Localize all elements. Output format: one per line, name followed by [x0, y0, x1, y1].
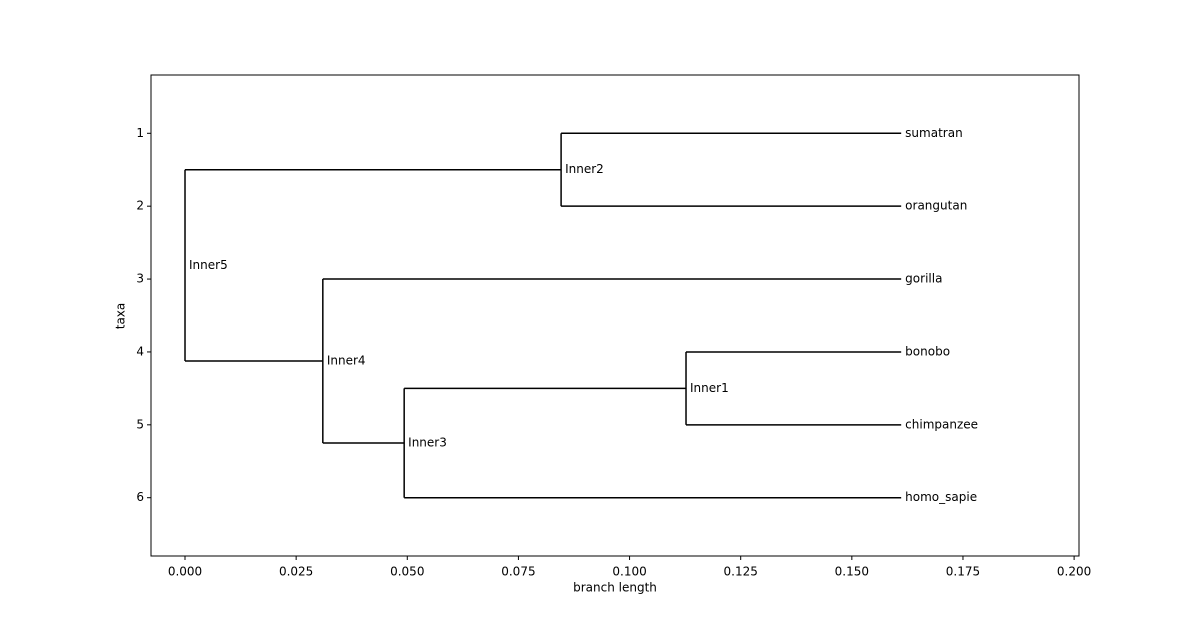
- x-tick-label: 0.075: [501, 565, 535, 579]
- node-label: Inner1: [690, 381, 729, 395]
- y-tick-label: 4: [136, 344, 144, 358]
- node-label: sumatran: [905, 126, 963, 140]
- node-label: orangutan: [905, 199, 967, 213]
- node-label: Inner4: [327, 354, 366, 368]
- x-tick-label: 0.175: [946, 565, 980, 579]
- x-tick-label: 0.025: [279, 565, 313, 579]
- node-label: Inner5: [189, 258, 228, 272]
- y-tick-label: 3: [136, 272, 144, 286]
- x-tick-label: 0.100: [612, 565, 646, 579]
- y-tick-label: 6: [136, 490, 144, 504]
- x-tick-label: 0.050: [390, 565, 424, 579]
- node-label: Inner2: [565, 162, 604, 176]
- plot-frame: [150, 74, 1080, 557]
- x-tick-label: 0.125: [724, 565, 758, 579]
- x-tick-label: 0.200: [1057, 565, 1091, 579]
- x-axis-label: branch length: [573, 581, 657, 595]
- y-tick-label: 1: [136, 126, 144, 140]
- x-tick-label: 0.150: [835, 565, 869, 579]
- node-label: chimpanzee: [905, 417, 978, 431]
- y-tick-label: 2: [136, 199, 144, 213]
- node-label: Inner3: [408, 436, 447, 450]
- node-label: bonobo: [905, 344, 950, 358]
- y-tick-label: 5: [136, 417, 144, 431]
- x-tick-label: 0.000: [168, 565, 202, 579]
- y-axis-label: taxa: [114, 303, 128, 330]
- node-label: homo_sapie: [905, 490, 977, 504]
- node-label: gorilla: [905, 272, 942, 286]
